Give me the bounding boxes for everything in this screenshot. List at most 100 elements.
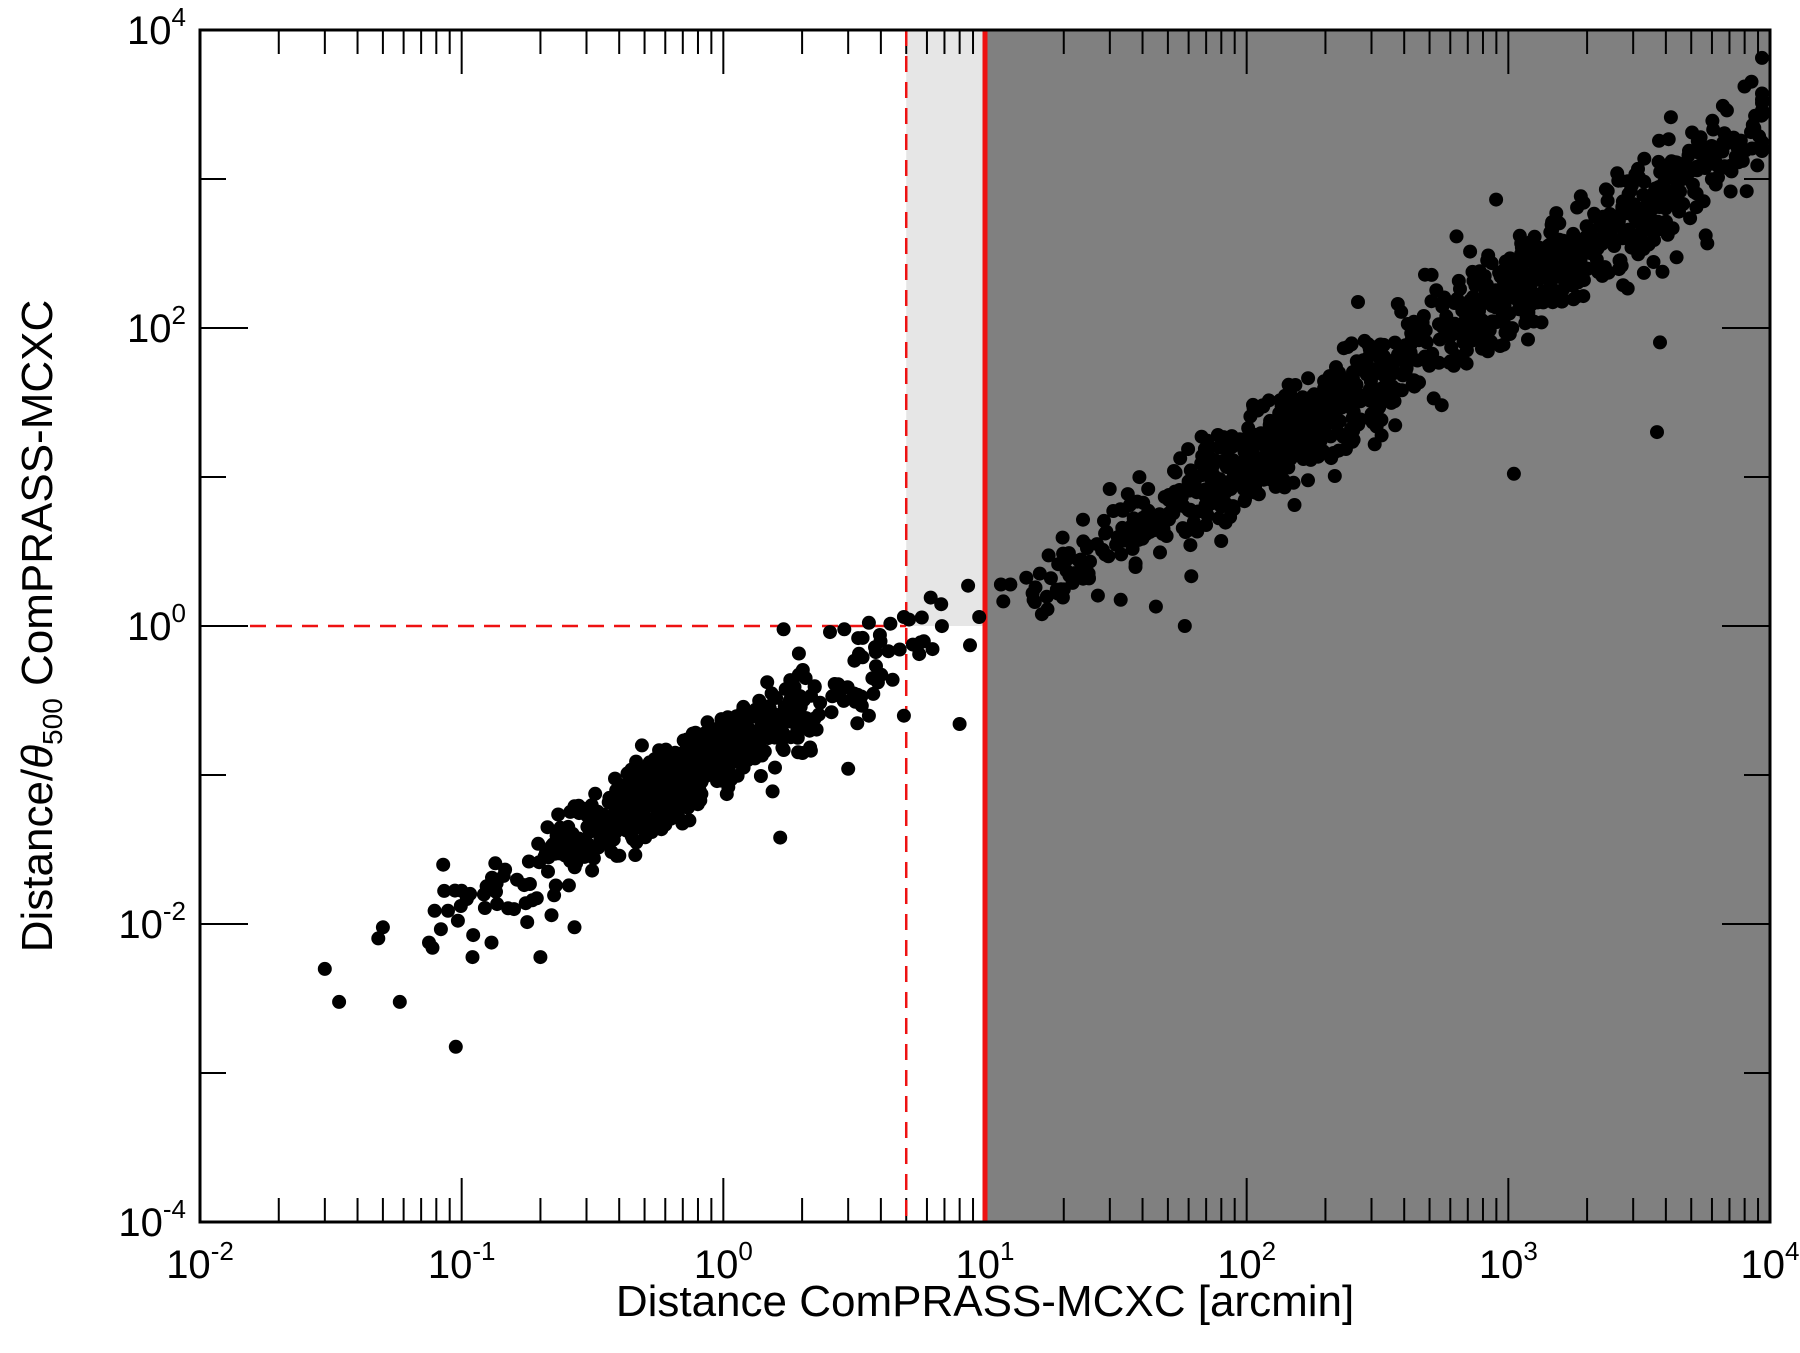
data-point [1411,322,1426,337]
data-point [1569,289,1584,304]
data-point [847,653,862,668]
data-point [720,710,735,725]
data-point [1631,161,1645,176]
data-point [1277,480,1292,495]
data-point [1281,377,1296,392]
data-point [1385,360,1400,375]
data-point [1251,487,1266,502]
data-point [1627,201,1642,216]
plot-frame [198,28,1772,1224]
data-point [1336,429,1351,444]
data-point [1128,560,1143,574]
data-point [892,642,907,657]
data-point [1136,512,1151,527]
data-point [1637,151,1652,166]
data-point [1141,482,1156,496]
data-point [1367,437,1382,452]
data-point [1301,473,1315,488]
data-point [1147,510,1162,525]
data-point [1320,410,1335,425]
data-point [1540,265,1554,280]
data-point [375,920,390,935]
data-point [1655,264,1670,279]
data-point [1177,619,1192,633]
data-point [934,597,949,612]
data-point [1599,219,1614,234]
data-point [680,800,695,815]
data-point [611,782,626,797]
data-point [1327,469,1342,483]
data-point [1195,449,1210,463]
data-point [466,928,481,943]
data-point [688,725,703,740]
data-point [1106,504,1121,518]
data-point [1218,515,1233,530]
data-point [549,828,564,843]
data-point [1521,332,1535,347]
data-point [639,773,654,787]
data-point [1481,248,1496,263]
data-point [1506,466,1521,481]
data-point [1578,230,1593,245]
data-point [629,816,644,830]
data-point [1610,166,1625,181]
y-tick-label: 10-4 [118,1194,186,1245]
data-point [795,746,810,760]
data-point [1583,246,1598,261]
data-point [1716,137,1731,152]
data-point [1449,229,1464,244]
data-point [1653,165,1668,179]
data-point [1237,494,1252,509]
data-point [1357,333,1372,348]
data-point [507,902,521,917]
data-point [1055,530,1070,545]
data-point [1477,292,1492,307]
data-point [658,769,673,784]
data-point [533,950,548,965]
data-point [459,892,474,906]
data-point [628,848,643,862]
data-point [562,833,577,848]
x-tick-label: 104 [1741,1236,1800,1287]
data-point [1340,340,1355,354]
data-point [371,931,386,946]
data-point [1593,233,1608,248]
data-point [1313,434,1328,449]
data-point [1521,295,1536,310]
data-point [441,903,455,918]
data-point [824,705,839,720]
x-tick-label: 103 [1479,1236,1538,1287]
data-point [1616,278,1631,293]
data-point [1435,299,1450,314]
data-point [1102,482,1117,496]
data-point [1595,268,1610,283]
data-point [1745,141,1759,156]
data-point [586,851,601,866]
data-point [547,845,562,859]
data-point [1406,373,1421,388]
data-point [753,769,768,783]
threshold-lines [250,30,988,1222]
data-point [1755,140,1769,155]
data-point [1060,551,1075,566]
data-point [448,1039,463,1054]
data-point [1263,431,1278,446]
data-point [1184,569,1199,584]
data-point [616,815,631,830]
data-point [1315,445,1330,460]
data-point [1426,391,1441,406]
data-point [1612,262,1626,277]
data-point [1073,552,1088,567]
data-point [479,879,494,894]
data-point [1660,227,1675,242]
data-point [608,771,622,786]
data-point [861,708,876,723]
x-tick-label: 101 [956,1236,1015,1287]
data-point [1754,108,1769,123]
data-point [1510,283,1525,297]
data-point [693,768,708,783]
data-point [1636,265,1651,280]
data-point [1466,290,1481,304]
data-point [736,702,751,717]
